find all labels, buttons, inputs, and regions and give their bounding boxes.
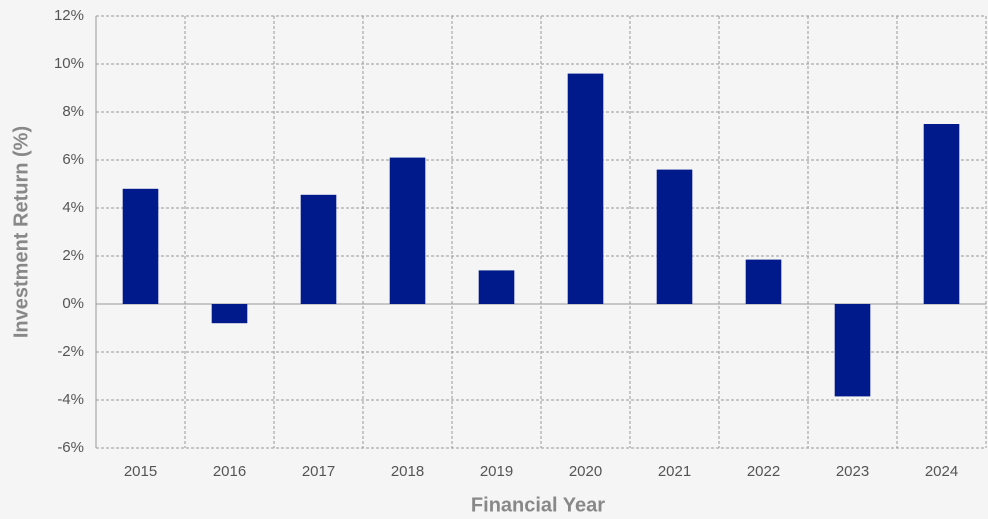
bar: [211, 304, 248, 324]
bar: [478, 270, 515, 304]
bar: [300, 194, 337, 304]
y-tick-label: 2%: [62, 247, 84, 264]
bar: [122, 188, 159, 304]
x-tick-label: 2018: [391, 463, 424, 480]
y-tick-label: 10%: [54, 55, 84, 72]
x-tick-label: 2020: [569, 463, 602, 480]
y-tick-label: -2%: [57, 343, 84, 360]
bar: [567, 73, 604, 304]
y-tick-label: 0%: [62, 295, 84, 312]
x-tick-label: 2024: [925, 463, 958, 480]
bar: [389, 157, 426, 304]
y-tick-label: 8%: [62, 103, 84, 120]
x-tick-label: 2022: [747, 463, 780, 480]
x-tick-label: 2021: [658, 463, 691, 480]
x-tick-label: 2016: [213, 463, 246, 480]
bar: [923, 124, 960, 304]
x-tick-label: 2023: [836, 463, 869, 480]
bar: [656, 169, 693, 304]
y-axis-title: Investment Return (%): [10, 126, 32, 338]
y-tick-label: 12%: [54, 7, 84, 24]
x-tick-label: 2015: [124, 463, 157, 480]
x-tick-label: 2017: [302, 463, 335, 480]
x-axis-title: Financial Year: [471, 494, 605, 516]
y-tick-label: -6%: [57, 439, 84, 456]
x-tick-label: 2019: [480, 463, 513, 480]
y-tick-label: 6%: [62, 151, 84, 168]
bar: [745, 259, 782, 304]
bar: [834, 304, 871, 397]
y-tick-label: -4%: [57, 391, 84, 408]
y-tick-label: 4%: [62, 199, 84, 216]
